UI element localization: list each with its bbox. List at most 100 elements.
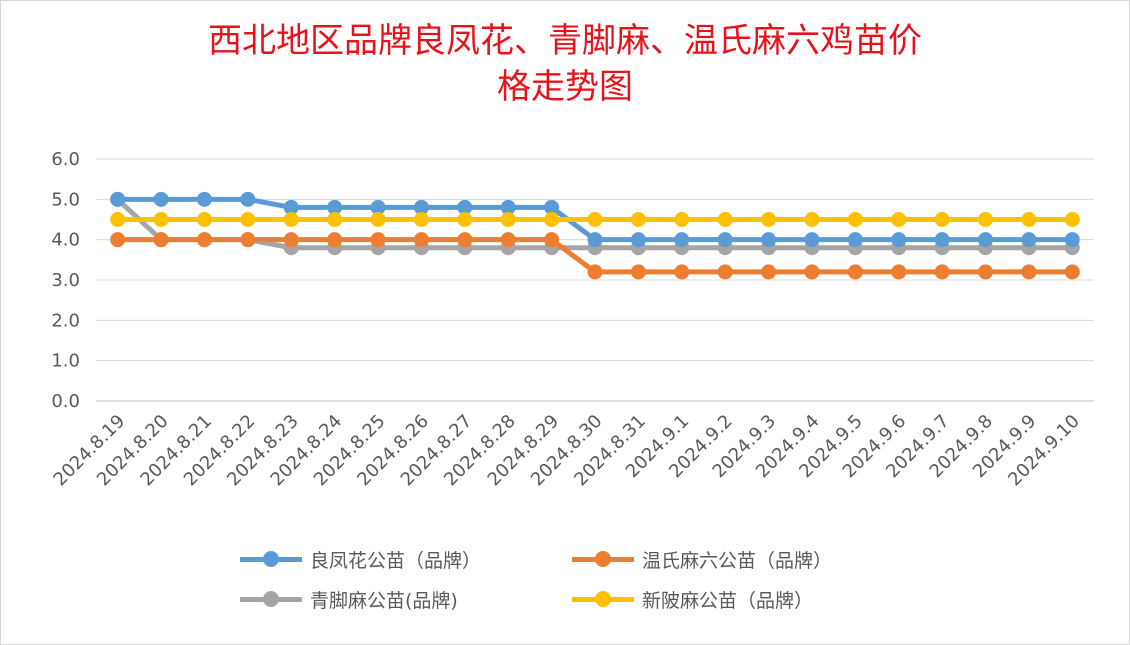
series-0-point — [978, 232, 994, 248]
series-0-point — [500, 199, 516, 215]
series-3-point — [413, 212, 429, 227]
series-0-point — [413, 199, 429, 215]
series-3-point — [327, 212, 343, 227]
x-axis-tick-labels: 2024.8.192024.8.202024.8.212024.8.222024… — [50, 411, 1084, 491]
series-1-point — [457, 232, 473, 248]
series-1-point — [153, 232, 169, 248]
series-3 — [110, 212, 1080, 227]
y-tick-label: 2.0 — [51, 310, 80, 331]
series-1-point — [847, 264, 863, 280]
series-0-point — [110, 191, 126, 207]
legend-swatch-xinpima — [572, 589, 634, 609]
series-1-point — [630, 264, 646, 280]
y-tick-label: 0.0 — [51, 391, 80, 412]
series-3-point — [717, 212, 733, 227]
series-0-point — [587, 232, 603, 248]
legend-item-wenshimaliu: 温氏麻六公苗（品牌） — [572, 540, 832, 578]
legend-dot-liangfenghua — [263, 551, 279, 567]
series-lines — [110, 191, 1080, 280]
series-1-point — [110, 232, 126, 248]
legend-dot-qingjiaoma — [263, 591, 279, 607]
series-1-point — [761, 264, 777, 280]
legend-item-liangfenghua: 良凤花公苗（品牌） — [240, 540, 481, 578]
series-1-point — [370, 232, 386, 248]
series-0-point — [283, 199, 299, 215]
legend-swatch-liangfenghua — [240, 549, 302, 569]
legend-label-liangfenghua: 良凤花公苗（品牌） — [310, 549, 482, 572]
series-3-point — [934, 212, 950, 227]
series-0-point — [630, 232, 646, 248]
legend-dot-wenshimaliu — [595, 551, 611, 567]
series-3-point — [847, 212, 863, 227]
series-0 — [110, 191, 1080, 248]
legend-dot-xinpima — [595, 591, 611, 607]
series-1-point — [804, 264, 820, 280]
series-1-point — [413, 232, 429, 248]
y-tick-label: 6.0 — [51, 149, 80, 170]
series-0-point — [717, 232, 733, 248]
series-1-point — [500, 232, 516, 248]
series-1-point — [674, 264, 690, 280]
series-0-point — [1064, 232, 1080, 248]
series-3-point — [761, 212, 777, 227]
series-1-point — [283, 232, 299, 248]
legend-label-xinpima: 新陂麻公苗（品牌） — [642, 589, 814, 612]
series-0-point — [327, 199, 343, 215]
series-3-point — [1064, 212, 1080, 227]
series-3-point — [587, 212, 603, 227]
series-0-point — [804, 232, 820, 248]
chart-title-line-1: 西北地区品牌良凤花、青脚麻、温氏麻六鸡苗价 — [208, 21, 922, 61]
series-0-point — [1021, 232, 1037, 248]
series-0-point — [196, 191, 212, 207]
legend-label-wenshimaliu: 温氏麻六公苗（品牌） — [642, 549, 833, 572]
chart-title-line-2: 格走势图 — [497, 67, 633, 107]
series-0-point — [847, 232, 863, 248]
chart-title: 西北地区品牌良凤花、青脚麻、温氏麻六鸡苗价 格走势图 — [0, 18, 1130, 110]
series-3-point — [153, 212, 169, 227]
series-0-point — [934, 232, 950, 248]
series-0-point — [240, 191, 256, 207]
series-3-point — [500, 212, 516, 227]
series-3-point — [544, 212, 560, 227]
series-1-point — [891, 264, 907, 280]
series-0-point — [457, 199, 473, 215]
series-1-point — [978, 264, 994, 280]
series-0-point — [370, 199, 386, 215]
series-0-point — [153, 191, 169, 207]
series-1-point — [1021, 264, 1037, 280]
series-1-point — [327, 232, 343, 248]
series-0-point — [891, 232, 907, 248]
series-3-point — [978, 212, 994, 227]
series-1-point — [717, 264, 733, 280]
series-1-point — [544, 232, 560, 248]
y-axis-tick-labels: 0.0 1.0 2.0 3.0 4.0 5.0 6.0 — [51, 149, 80, 412]
series-3-point — [630, 212, 646, 227]
series-3-point — [196, 212, 212, 227]
series-3-point — [1021, 212, 1037, 227]
series-3-point — [674, 212, 690, 227]
series-3-point — [804, 212, 820, 227]
series-3-point — [110, 212, 126, 227]
series-1 — [110, 232, 1080, 280]
series-0-point — [674, 232, 690, 248]
legend-item-xinpima: 新陂麻公苗（品牌） — [572, 580, 813, 618]
series-3-point — [370, 212, 386, 227]
series-3-point — [283, 212, 299, 227]
series-3-point — [891, 212, 907, 227]
series-3-point — [457, 212, 473, 227]
legend-item-qingjiaoma: 青脚麻公苗(品牌) — [240, 580, 458, 618]
legend-label-qingjiaoma: 青脚麻公苗(品牌) — [310, 589, 458, 612]
legend-swatch-qingjiaoma — [240, 589, 302, 609]
y-tick-label: 1.0 — [51, 351, 80, 372]
series-1-point — [1064, 264, 1080, 280]
y-tick-label: 4.0 — [51, 230, 80, 251]
series-0-point — [544, 199, 560, 215]
y-tick-label: 5.0 — [51, 189, 80, 210]
series-1-point — [587, 264, 603, 280]
y-tick-label: 3.0 — [51, 270, 80, 291]
series-1-point — [934, 264, 950, 280]
series-3-point — [240, 212, 256, 227]
series-1-point — [196, 232, 212, 248]
legend-swatch-wenshimaliu — [572, 549, 634, 569]
